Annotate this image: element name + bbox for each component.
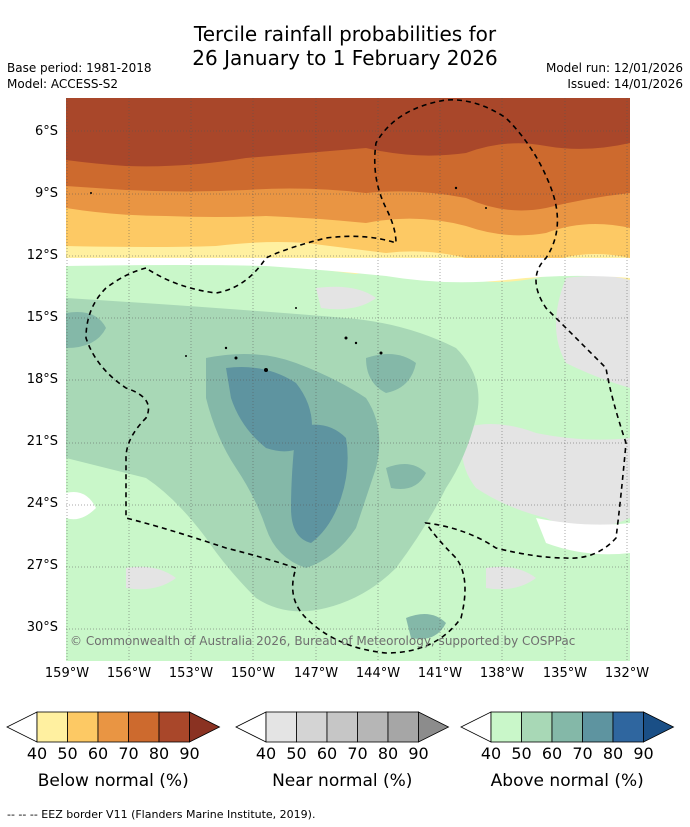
colorbar-min-extend: [460, 711, 492, 743]
colorbar-tick-label: 40: [26, 744, 48, 763]
colorbar-cell: [158, 711, 190, 743]
lat-label: 27°S: [26, 558, 58, 573]
colorbar-title: Above normal (%): [490, 771, 644, 791]
title-line-2: 26 January to 1 February 2026: [192, 46, 498, 70]
colorbar-cell: [67, 711, 99, 743]
lon-label: 132°W: [604, 666, 650, 681]
lat-label: 30°S: [26, 620, 58, 635]
colorbar-cell: [296, 711, 328, 743]
rainfall-map: [66, 98, 630, 661]
lon-label: 159°W: [44, 666, 90, 681]
colorbar-tick-label: 60: [541, 744, 563, 763]
lat-label: 9°S: [34, 186, 58, 201]
lat-label: 15°S: [26, 310, 58, 325]
colorbar-max-extend: [418, 711, 450, 743]
colorbar-cell: [36, 711, 68, 743]
colorbar-2: [460, 711, 675, 743]
colorbars: [6, 711, 675, 743]
colorbar-tick-label: 90: [179, 744, 200, 763]
colorbar-cell: [521, 711, 553, 743]
colorbar-tick-label: 50: [286, 744, 307, 763]
colorbar-cell: [265, 711, 297, 743]
colorbar-cell: [128, 711, 160, 743]
colorbar-cell: [357, 711, 389, 743]
colorbar-cell: [387, 711, 419, 743]
lon-label: 141°W: [417, 666, 463, 681]
colorbar-cell: [612, 711, 644, 743]
colorbar-title: Near normal (%): [272, 771, 413, 791]
colorbar-1: [235, 711, 450, 743]
lat-label: 12°S: [26, 248, 58, 263]
lon-label: 156°W: [106, 666, 152, 681]
colorbar-tick-label: 70: [572, 744, 593, 763]
lon-label: 144°W: [355, 666, 401, 681]
lat-label: 21°S: [26, 434, 58, 449]
colorbar-max-extend: [643, 711, 675, 743]
lon-label: 153°W: [168, 666, 214, 681]
meta-right: Model run: 12/01/2026 Issued: 14/01/2026: [546, 60, 683, 92]
eez-border: [85, 99, 627, 654]
colorbar-cell: [326, 711, 358, 743]
meta-left: Base period: 1981-2018 Model: ACCESS-S2: [7, 60, 152, 92]
base-period: Base period: 1981-2018: [7, 61, 152, 75]
lon-label: 147°W: [293, 666, 339, 681]
lon-label: 150°W: [230, 666, 276, 681]
islands: [90, 186, 487, 372]
copyright-notice: © Commonwealth of Australia 2026, Bureau…: [70, 634, 576, 648]
colorbar-tick-label: 50: [57, 744, 78, 763]
colorbar-tick-label: 40: [480, 744, 502, 763]
colorbar-tick-label: 80: [602, 744, 624, 763]
colorbar-max-extend: [189, 711, 221, 743]
below-normal-region: [66, 98, 630, 283]
colorbar-tick-label: 70: [347, 744, 368, 763]
colorbar-tick-label: 90: [408, 744, 429, 763]
colorbar-min-extend: [235, 711, 267, 743]
lat-label: 18°S: [26, 372, 58, 387]
lat-label: 24°S: [26, 496, 58, 511]
above-normal-region: [66, 298, 479, 639]
colorbar-min-extend: [6, 711, 38, 743]
model-name: Model: ACCESS-S2: [7, 77, 119, 91]
issued-date: Issued: 14/01/2026: [567, 77, 683, 91]
colorbar-tick-label: 40: [255, 744, 277, 763]
near-normal-region: [66, 258, 630, 590]
gridlines: [66, 98, 630, 661]
colorbar-title: Below normal (%): [37, 771, 189, 791]
colorbar-tick-label: 60: [316, 744, 338, 763]
colorbar-tick-label: 90: [633, 744, 654, 763]
map-title: Tercile rainfall probabilities for 26 Ja…: [0, 22, 690, 70]
colorbar-tick-label: 60: [87, 744, 109, 763]
colorbar-tick-label: 80: [148, 744, 170, 763]
lon-label: 135°W: [542, 666, 588, 681]
colorbar-cell: [551, 711, 583, 743]
colorbar-tick-label: 50: [511, 744, 532, 763]
lat-label: 6°S: [34, 124, 58, 139]
colorbar-tick-label: 70: [118, 744, 139, 763]
lon-label: 138°W: [479, 666, 525, 681]
title-line-1: Tercile rainfall probabilities for: [193, 22, 497, 46]
colorbar-0: [6, 711, 221, 743]
model-run: Model run: 12/01/2026: [545, 61, 683, 75]
colorbar-cell: [582, 711, 614, 743]
colorbar-cell: [97, 711, 129, 743]
eez-legend-footer: -- -- -- EEZ border V11 (Flanders Marine…: [7, 808, 316, 821]
colorbar-tick-label: 80: [377, 744, 399, 763]
colorbar-cell: [490, 711, 522, 743]
